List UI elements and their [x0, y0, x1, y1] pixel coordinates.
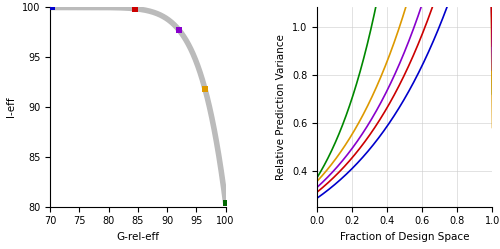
Y-axis label: I-eff: I-eff	[6, 97, 16, 117]
Point	[131, 7, 139, 11]
Point	[175, 28, 183, 32]
Point	[201, 87, 209, 91]
X-axis label: G-rel-eff: G-rel-eff	[116, 232, 160, 242]
X-axis label: Fraction of Design Space: Fraction of Design Space	[340, 232, 469, 242]
Point	[222, 201, 230, 205]
Point	[48, 5, 56, 9]
Y-axis label: Relative Prediction Variance: Relative Prediction Variance	[276, 34, 286, 180]
